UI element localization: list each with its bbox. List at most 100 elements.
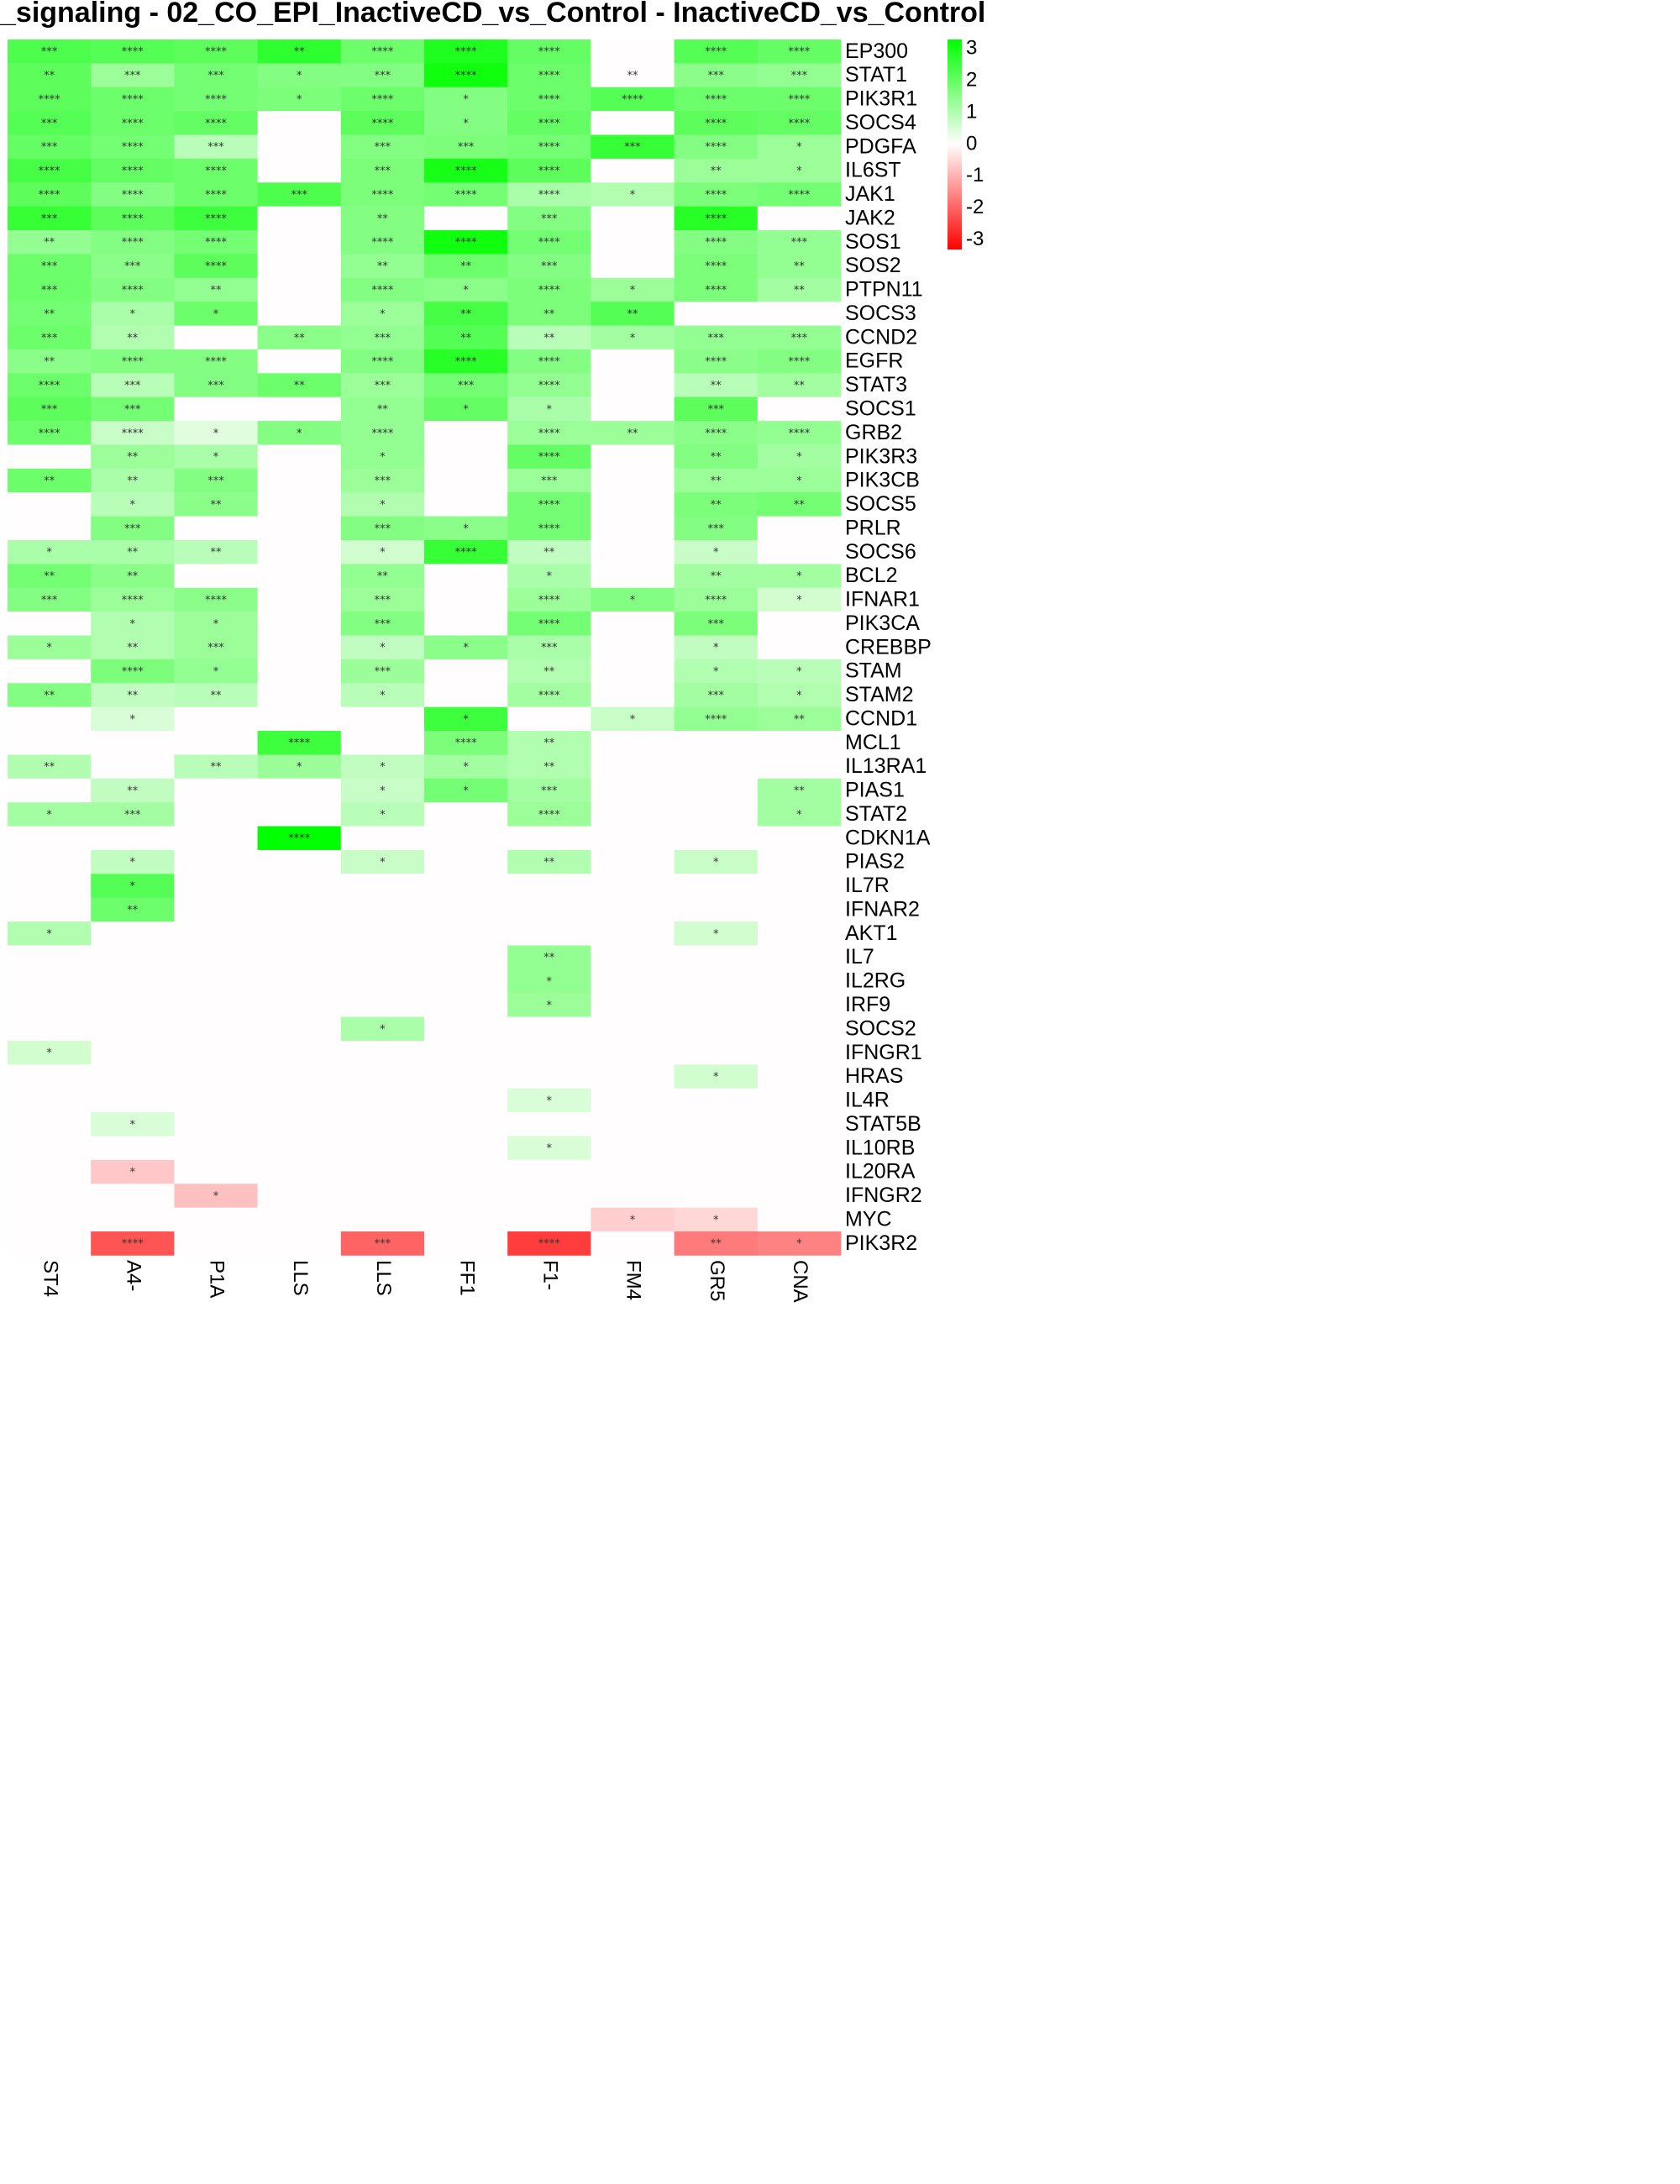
significance-label: ***	[41, 403, 58, 416]
significance-label: ***	[41, 332, 58, 344]
significance-label: *	[130, 857, 136, 869]
heatmap-cell	[340, 396, 425, 422]
significance-label: *	[46, 928, 52, 941]
heatmap-cell	[757, 111, 842, 135]
significance-label: ****	[455, 70, 478, 82]
heatmap-cell	[424, 706, 508, 732]
heatmap-cell	[340, 754, 425, 780]
significance-label: ***	[458, 141, 475, 154]
heatmap-cell	[674, 683, 759, 708]
heatmap-cell	[8, 302, 92, 326]
heatmap-cell	[424, 182, 508, 207]
heatmap-cell	[91, 612, 175, 636]
heatmap-cells	[8, 39, 842, 1256]
significance-label: *	[463, 118, 469, 130]
heatmap-cell	[340, 849, 425, 874]
heatmap-cell	[674, 325, 759, 350]
significance-label: **	[294, 380, 306, 392]
significance-label: ***	[124, 403, 141, 416]
heatmap-cell	[757, 754, 842, 780]
heatmap-cell	[91, 778, 175, 803]
heatmap-cell	[507, 254, 591, 279]
heatmap-cell	[174, 373, 258, 398]
significance-label: ****	[538, 618, 561, 631]
heatmap-cell	[591, 182, 675, 207]
heatmap-cell	[591, 206, 675, 231]
significance-label: ***	[375, 666, 391, 679]
heatmap-cell	[257, 612, 342, 636]
heatmap-cell	[757, 1184, 842, 1209]
heatmap-cell	[757, 1112, 842, 1137]
heatmap-cell	[591, 612, 675, 636]
heatmap-cell	[257, 349, 342, 374]
heatmap-cell	[340, 1184, 425, 1209]
row-label: CDKN1A	[845, 826, 931, 849]
significance-label: **	[294, 46, 306, 59]
heatmap-cell	[91, 874, 175, 899]
heatmap-cell	[91, 349, 175, 374]
significance-label: **	[794, 499, 806, 512]
significance-label: ***	[624, 141, 641, 154]
heatmap-cell	[257, 945, 342, 970]
heatmap-cell	[91, 1231, 175, 1256]
heatmap-cell	[757, 206, 842, 231]
significance-label: ****	[371, 189, 394, 202]
heatmap-cell	[8, 1112, 92, 1137]
heatmap-cell	[174, 349, 258, 374]
heatmap-cell	[591, 134, 675, 160]
significance-label: ***	[207, 70, 224, 82]
heatmap-cell	[340, 373, 425, 398]
heatmap-cell	[174, 1088, 258, 1113]
heatmap-cell	[257, 277, 342, 302]
significance-label: **	[211, 761, 223, 774]
row-label: CCND2	[845, 325, 917, 349]
heatmap-cell	[340, 1136, 425, 1161]
significance-label: **	[211, 547, 223, 559]
heatmap-cell	[340, 993, 425, 1017]
heatmap-cell	[591, 993, 675, 1017]
significance-label: *	[213, 451, 219, 464]
significance-label: ****	[205, 594, 228, 606]
row-label: GRB2	[845, 421, 902, 444]
heatmap-cell	[8, 1159, 92, 1184]
heatmap-cell	[507, 778, 591, 803]
heatmap-cell	[91, 659, 175, 684]
heatmap-cell	[507, 731, 591, 755]
heatmap-cell	[424, 1207, 508, 1232]
heatmap-cell	[91, 635, 175, 660]
heatmap-cell	[507, 897, 591, 922]
heatmap-cell	[424, 1184, 508, 1209]
significance-label: ****	[788, 356, 811, 369]
significance-label: ***	[124, 522, 141, 535]
significance-label: ****	[205, 93, 228, 106]
heatmap-cell	[340, 921, 425, 946]
heatmap-cell	[174, 706, 258, 732]
heatmap-cell	[174, 945, 258, 970]
heatmap-cell	[507, 683, 591, 708]
significance-label: **	[44, 70, 55, 82]
heatmap-cell	[674, 1112, 759, 1137]
heatmap-cell	[340, 87, 425, 112]
heatmap-cell	[174, 659, 258, 684]
heatmap-cell	[257, 302, 342, 326]
heatmap-cell	[257, 182, 342, 207]
significance-label: ****	[288, 738, 311, 750]
significance-label: ****	[122, 1238, 144, 1251]
significance-label: ****	[788, 93, 811, 106]
heatmap-cell	[174, 1184, 258, 1209]
heatmap-cell	[674, 1016, 759, 1042]
heatmap-cell	[757, 1231, 842, 1256]
heatmap-cell	[91, 849, 175, 874]
row-label: HRAS	[845, 1064, 903, 1088]
significance-label: ***	[41, 46, 58, 59]
heatmap-cell	[257, 444, 342, 470]
significance-label: *	[713, 547, 719, 559]
legend-tick-label: 0	[966, 132, 977, 155]
row-label: PTPN11	[845, 278, 923, 302]
heatmap-cell	[674, 516, 759, 541]
column-label: FM4	[622, 1260, 645, 1300]
heatmap-cell	[674, 206, 759, 231]
heatmap-cell	[424, 277, 508, 302]
heatmap-cell	[424, 63, 508, 88]
significance-label: ****	[205, 237, 228, 249]
